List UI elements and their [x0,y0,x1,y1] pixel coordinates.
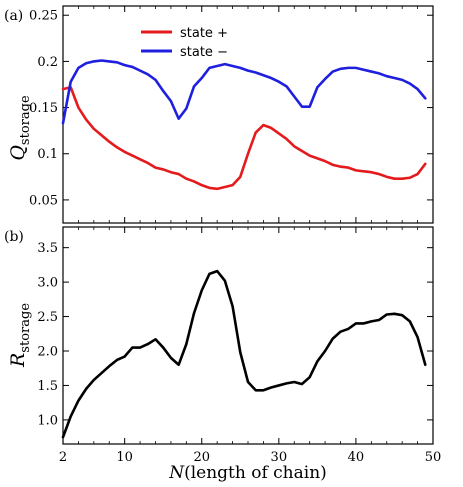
y-tick-label: 2.5 [37,310,58,325]
y-tick-label: 0.2 [37,55,58,70]
panel-b-tag: (b) [4,229,24,245]
x-tick-label: 2 [59,450,67,465]
panel-a-series [61,59,427,191]
panel-b-ylabel: Rstorage [7,303,33,368]
y-tick-label: 3.5 [37,241,58,256]
y-tick-label: 0.05 [29,193,58,208]
x-tick-label: 10 [116,450,133,465]
y-tick-label: 0.25 [29,9,58,24]
panel-0-series-line-1 [61,59,427,125]
panel-1-series-line-0 [61,269,427,439]
panel-b-ylabel-sub: storage [18,303,33,353]
panel-b: (b) 2 10 20 30 40 50 1.0 1.5 2.0 2.5 3.0 3.5 Rstora… [4,226,441,483]
panel-a-ylabel-main: Q [7,145,29,161]
panel-b-axes: 2 10 20 30 40 50 1.0 1.5 2.0 2.5 3.0 3.5 [37,227,441,465]
y-tick-label: 2.0 [37,345,58,360]
y-tick-label: 3.0 [37,276,58,291]
x-tick-label: 40 [348,450,365,465]
y-tick-label: 1.5 [37,379,58,394]
x-tick-label: 20 [193,450,210,465]
x-tick-label: 50 [425,450,442,465]
panel-a-tag: (a) [4,8,23,24]
x-tick-label: 30 [271,450,288,465]
y-tick-label: 0.15 [29,101,58,116]
legend-label-state-plus: state + [180,26,228,41]
legend-label-state-minus: state − [180,45,228,60]
x-axis-label-var: N [168,463,185,483]
panel-b-frame [62,226,434,445]
y-tick-label: 1.0 [37,413,58,428]
x-axis-label: N(length of chain) [168,463,327,483]
panel-b-series [61,269,427,439]
panel-a-frame [62,5,434,224]
panel-a-ylabel-sub: storage [18,95,33,145]
legend: state + state − [141,26,228,60]
panel-a-ylabel: Qstorage [7,95,33,161]
panel-0-series-line-0 [61,85,427,191]
x-axis-label-text: (length of chain) [184,463,327,483]
panel-a: (a) 0.05 0.1 0.15 0.2 0.25 Qstorage state + … [4,5,434,224]
y-tick-label: 0.1 [37,147,58,162]
panel-b-ylabel-main: R [7,353,29,368]
panel-a-axes: 0.05 0.1 0.15 0.2 0.25 [29,6,434,223]
